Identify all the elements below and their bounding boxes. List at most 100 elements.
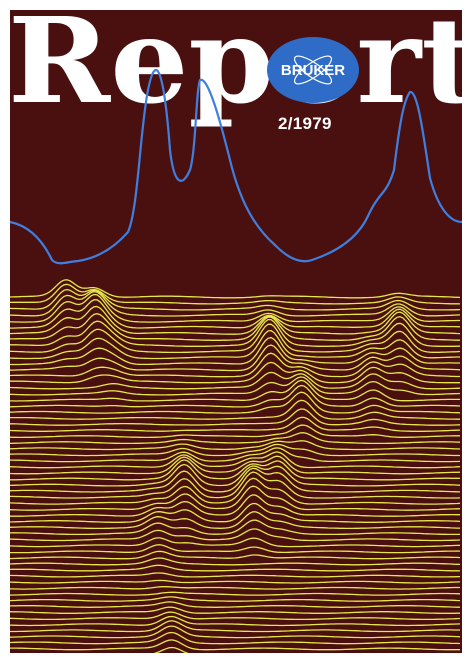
stacked-trace xyxy=(10,639,460,651)
stacked-trace-mask xyxy=(10,376,462,403)
stacked-trace xyxy=(10,391,461,414)
stacked-trace xyxy=(10,463,461,487)
stacked-trace-mask xyxy=(10,626,462,645)
stacked-trace xyxy=(10,564,461,572)
stacked-trace xyxy=(10,352,460,378)
stacked-trace-mask xyxy=(10,299,462,336)
stacked-trace-mask xyxy=(10,620,462,639)
stacked-trace xyxy=(10,537,461,548)
stacked-trace xyxy=(10,557,461,566)
stacked-trace xyxy=(10,601,460,608)
stacked-trace-mask xyxy=(10,529,462,548)
stacked-trace xyxy=(10,611,461,621)
stacked-trace-mask xyxy=(10,417,462,439)
stacked-trace xyxy=(10,447,461,463)
stacked-trace xyxy=(10,455,461,475)
stacked-trace-mask xyxy=(10,520,462,542)
stacked-trace-mask xyxy=(10,284,462,312)
stacked-trace xyxy=(10,323,461,354)
stacked-trace xyxy=(10,399,460,420)
stacked-trace-mask xyxy=(10,632,462,651)
stacked-trace-mask xyxy=(10,372,462,397)
stacked-trace xyxy=(10,519,460,536)
stacked-trace-mask xyxy=(10,607,462,621)
atom-orbit-icon xyxy=(293,55,333,85)
stacked-trace xyxy=(10,502,461,523)
stacked-trace xyxy=(10,451,461,469)
stacked-trace xyxy=(10,471,461,499)
stacked-trace xyxy=(10,477,461,505)
stacked-trace-mask xyxy=(10,551,462,566)
stacked-trace xyxy=(10,376,461,396)
stacked-trace xyxy=(10,371,461,390)
stacked-trace-mask xyxy=(10,440,462,457)
stacked-trace xyxy=(10,290,461,317)
cover-artwork: Report BRUKER xyxy=(10,10,462,653)
stacked-trace xyxy=(10,279,461,299)
stacked-trace-mask xyxy=(10,432,462,451)
stacked-trace xyxy=(10,432,461,445)
stacked-trace xyxy=(10,586,460,590)
stacked-trace xyxy=(10,528,461,542)
stacked-trace-mask xyxy=(10,456,462,481)
stacked-trace-mask xyxy=(10,451,462,475)
stacked-trace-mask xyxy=(10,425,462,445)
stacked-trace xyxy=(10,459,461,481)
stacked-trace xyxy=(10,620,460,633)
stacked-trace xyxy=(10,361,460,384)
stacked-trace xyxy=(10,299,461,329)
stacked-trace xyxy=(10,625,461,639)
stacked-trace-mask xyxy=(10,511,462,536)
issue-number: 2/1979 xyxy=(278,114,332,133)
cover-title: Report xyxy=(10,10,462,130)
bruker-logo: BRUKER xyxy=(267,37,359,103)
stacked-trace xyxy=(10,313,460,341)
report-cover: Report BRUKER 2/1979 xyxy=(10,10,462,653)
stacked-trace xyxy=(10,579,461,584)
stacked-trace-mask xyxy=(155,647,187,653)
stacked-trace-mask xyxy=(10,291,462,324)
stacked-trace xyxy=(10,336,460,366)
stacked-trace-mask xyxy=(10,537,462,554)
stacked-trace-mask xyxy=(10,612,462,627)
stacked-trace xyxy=(10,288,461,311)
stacked-trace xyxy=(10,591,461,596)
stacked-trace-mask xyxy=(10,313,462,348)
stacked-trace xyxy=(10,494,460,517)
stacked-trace xyxy=(10,379,460,402)
stacked-trace-mask xyxy=(10,362,462,390)
stacked-trace-mask xyxy=(10,385,462,415)
stacked-trace xyxy=(10,511,461,530)
stacked-trace xyxy=(10,416,461,432)
stacked-trace xyxy=(10,408,461,426)
stacked-trace xyxy=(10,443,460,457)
stacked-trace xyxy=(10,344,461,372)
stacked-trace xyxy=(10,572,461,578)
stacked-trace xyxy=(10,467,461,493)
stacked-trace xyxy=(10,485,461,511)
stacked-trace xyxy=(10,550,461,560)
stacked-trace xyxy=(10,596,461,602)
stacked-trace xyxy=(10,283,461,305)
stacked-trace xyxy=(10,329,460,360)
stacked-trace-mask xyxy=(10,319,462,354)
stacked-trace-mask xyxy=(10,409,462,433)
stacked-trace xyxy=(10,615,461,627)
stacked-trace-mask xyxy=(10,596,462,609)
stacked-trace xyxy=(10,384,461,408)
stacked-trace xyxy=(10,631,461,645)
stacked-trace xyxy=(10,305,461,335)
stacked-trace xyxy=(10,544,461,554)
stacked-trace xyxy=(10,318,460,347)
stacked-trace-mask xyxy=(10,279,462,305)
stacked-trace xyxy=(10,606,460,614)
stacked-trace xyxy=(10,424,460,439)
stacked-trace-mask xyxy=(10,306,462,342)
stacked-trace-mask xyxy=(10,400,462,427)
stacked-trace xyxy=(10,440,461,451)
stacked-trace xyxy=(10,293,460,323)
stacked-spectra xyxy=(10,279,462,653)
bruker-logo-text: BRUKER xyxy=(281,62,345,79)
stacked-trace-mask xyxy=(10,503,462,530)
